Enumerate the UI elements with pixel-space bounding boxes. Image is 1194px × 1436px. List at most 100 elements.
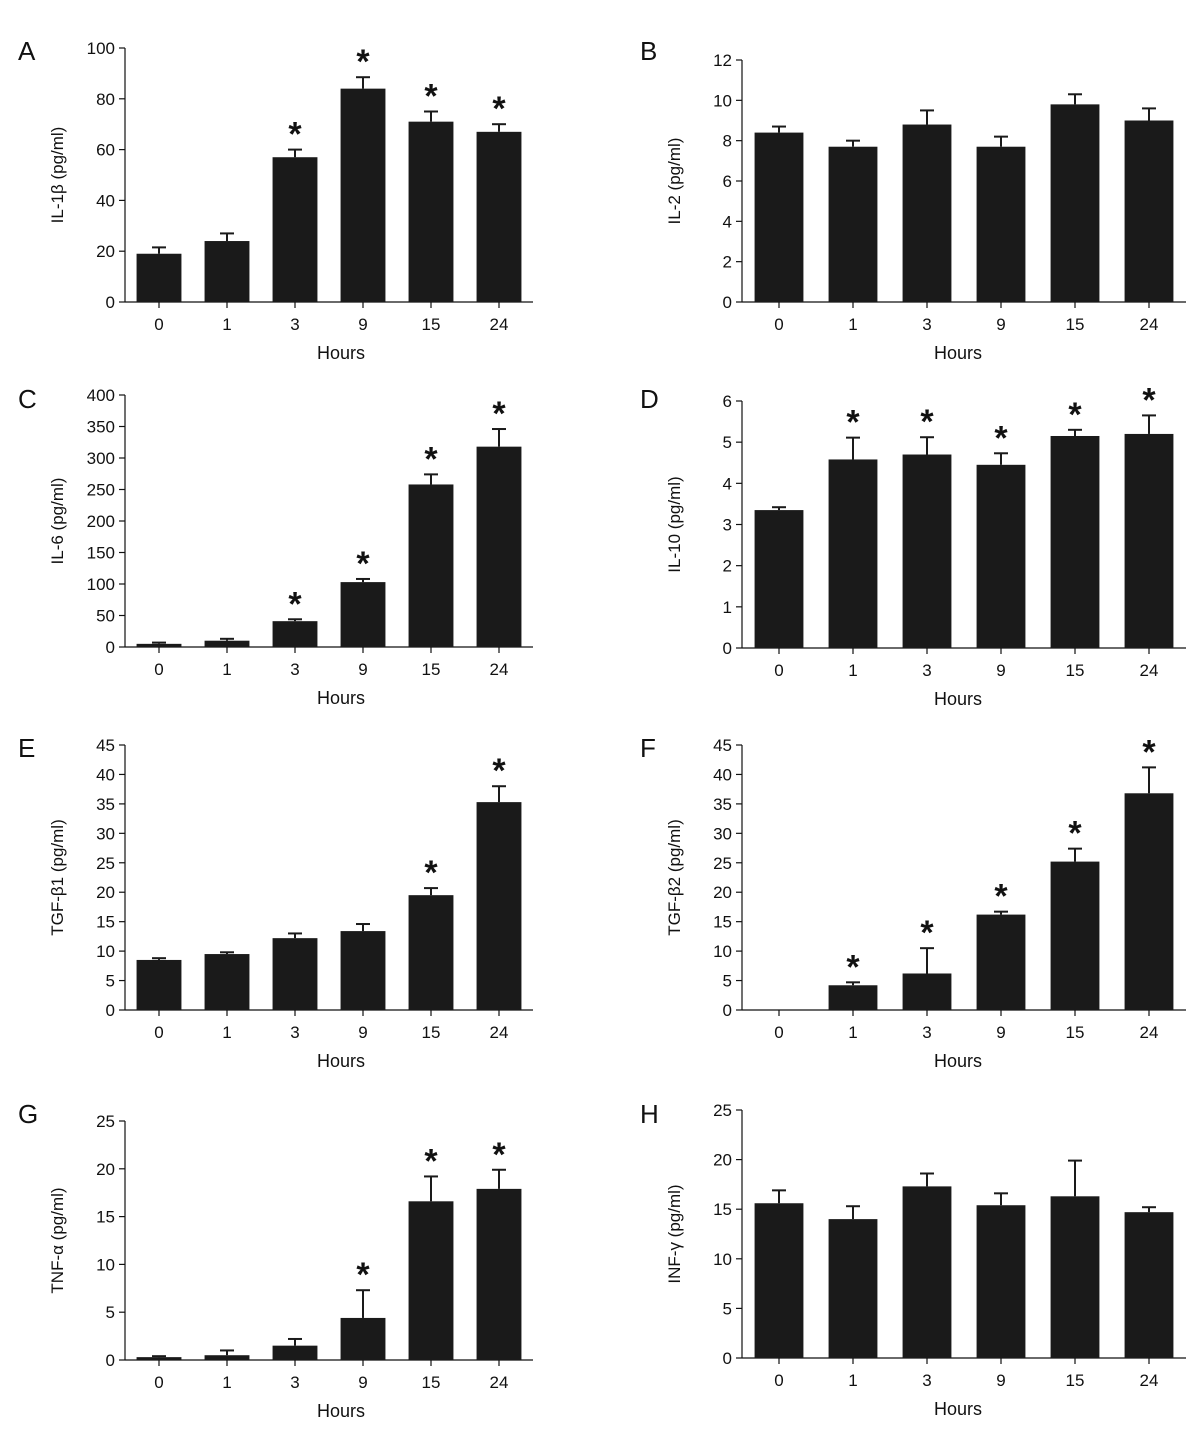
bar [136,643,182,647]
bar [902,454,952,648]
x-tick-label: 9 [358,1373,367,1392]
x-tick-label: 1 [222,660,231,679]
significance-marker: * [492,395,506,433]
x-tick-label: 0 [774,315,783,334]
chart-panel-f: F 0 5 10 15 20 25 30 35 40 45 TGF-β2 (pg/ml) 0 1 * 3 * 9 *… [640,733,1186,1071]
significance-marker: * [1068,815,1082,853]
chart-panel-a: A 0 20 40 60 80 100 IL-1β (pg/ml) 0 1 3 * 9 * 15 * 24 * Ho… [18,36,533,363]
significance-marker: * [288,585,302,623]
bar [754,510,804,648]
y-tick-label: 50 [96,607,115,626]
bar [976,914,1026,1010]
significance-marker: * [492,1136,506,1174]
y-tick-label: 0 [106,638,115,657]
x-tick-label: 24 [490,315,509,334]
significance-marker: * [356,43,370,81]
bar [1050,861,1100,1010]
significance-marker: * [492,752,506,790]
y-tick-label: 15 [713,913,732,932]
bar [408,895,454,1010]
y-tick-label: 1 [723,598,732,617]
x-tick-label: 0 [774,661,783,680]
y-tick-label: 15 [713,1200,732,1219]
y-tick-label: 5 [723,972,732,991]
bar [476,446,522,647]
y-tick-label: 300 [87,449,115,468]
y-tick-label: 100 [87,39,115,58]
x-tick-label: 0 [774,1023,783,1042]
panel-letter: G [18,1099,38,1129]
bar [902,124,952,303]
x-tick-label: 9 [996,1023,1005,1042]
significance-marker: * [492,90,506,128]
x-tick-label: 0 [154,660,163,679]
bar [204,241,250,302]
significance-marker: * [846,948,860,986]
chart-panel-h: H 0 5 10 15 20 25 INF-γ (pg/ml) 0 1 3 9 15 24 Hours [640,1099,1186,1419]
y-tick-label: 200 [87,512,115,531]
y-tick-label: 45 [96,736,115,755]
y-tick-label: 400 [87,386,115,405]
chart-panel-e: E 0 5 10 15 20 25 30 35 40 45 TGF-β1 (pg/ml) 0 1 3 9 15 *… [18,733,533,1071]
bar [828,146,878,302]
bar [1050,1196,1100,1358]
panel-letter: E [18,733,35,763]
bar [272,157,318,302]
y-tick-label: 0 [723,1001,732,1020]
y-tick-label: 100 [87,575,115,594]
x-tick-label: 15 [422,660,441,679]
bar [136,1357,182,1360]
x-tick-label: 0 [154,1373,163,1392]
y-tick-label: 20 [713,1151,732,1170]
bar [902,973,952,1010]
bar [408,1201,454,1360]
x-axis-title: Hours [934,1399,982,1419]
bar [902,1186,952,1358]
significance-marker: * [356,1256,370,1294]
x-tick-label: 3 [922,661,931,680]
y-tick-label: 0 [723,293,732,312]
y-tick-label: 5 [106,1303,115,1322]
significance-marker: * [424,78,438,116]
significance-marker: * [994,878,1008,916]
y-tick-label: 2 [723,253,732,272]
x-tick-label: 1 [848,315,857,334]
bar [272,1345,318,1360]
panel-letter: D [640,384,659,414]
y-tick-label: 15 [96,913,115,932]
bar [1050,104,1100,302]
y-tick-label: 40 [713,765,732,784]
bar [1050,435,1100,648]
x-tick-label: 3 [922,1023,931,1042]
y-tick-label: 25 [96,854,115,873]
x-tick-label: 24 [1140,315,1159,334]
x-axis-title: Hours [934,343,982,363]
bar [976,464,1026,648]
significance-marker: * [356,545,370,583]
x-tick-label: 15 [422,1373,441,1392]
y-tick-label: 60 [96,141,115,160]
y-tick-label: 8 [723,132,732,151]
panel-letter: H [640,1099,659,1129]
significance-marker: * [920,914,934,952]
y-tick-label: 10 [713,1250,732,1269]
panel-letter: B [640,36,657,66]
x-tick-label: 1 [222,1373,231,1392]
x-axis-title: Hours [317,1051,365,1071]
y-axis-title: TNF-α (pg/ml) [48,1187,67,1293]
y-tick-label: 25 [713,854,732,873]
x-tick-label: 15 [422,1023,441,1042]
x-tick-label: 0 [154,315,163,334]
y-axis-title: IL-1β (pg/ml) [48,127,67,224]
y-tick-label: 35 [713,795,732,814]
x-tick-label: 1 [222,1023,231,1042]
bar [1124,433,1174,648]
bar [340,88,386,302]
y-tick-label: 3 [723,516,732,535]
y-axis-title: IL-6 (pg/ml) [48,478,67,565]
bar [272,938,318,1010]
y-tick-label: 40 [96,765,115,784]
